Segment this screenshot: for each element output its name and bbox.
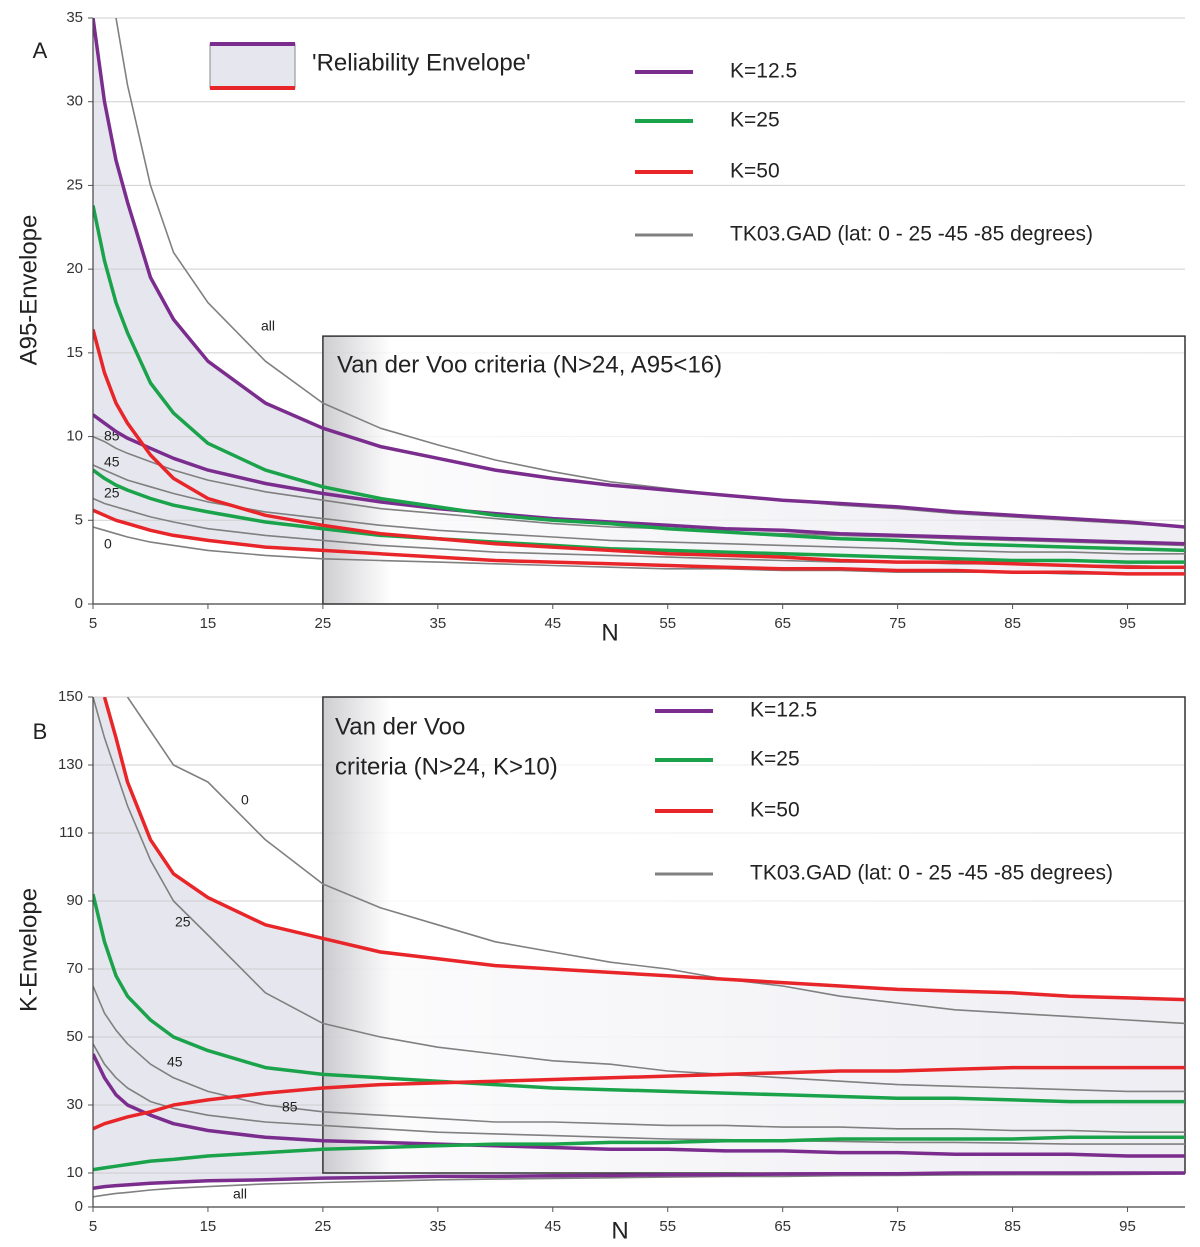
tk03-line: [126, 697, 1185, 1025]
legend-label: K=25: [750, 748, 800, 771]
legend-label: K=50: [750, 799, 800, 822]
tk03-line-label: 45: [104, 454, 120, 470]
tk03-line-label: 85: [282, 1099, 298, 1115]
y-tick-label: 130: [58, 756, 83, 773]
x-tick-label: 95: [1119, 615, 1136, 632]
x-tick-label: 95: [1119, 1218, 1136, 1235]
y-tick-label: 35: [66, 9, 83, 26]
y-tick-label: 10: [66, 428, 83, 445]
envelope-lower: [93, 1065, 1185, 1131]
envelope-upper: [93, 328, 1185, 569]
y-tick-label: 15: [66, 344, 83, 361]
tk03-line-label: 45: [167, 1054, 183, 1070]
y-tick-label: 50: [66, 1028, 83, 1045]
x-tick-label: 25: [315, 1218, 332, 1235]
y-tick-label: 0: [75, 595, 83, 612]
y-tick-label: 30: [66, 93, 83, 110]
envelope-upper: [93, 893, 1185, 1104]
x-tick-label: 85: [1004, 1218, 1021, 1235]
x-tick-label: 85: [1004, 615, 1021, 632]
envelope-upper: [93, 205, 1185, 553]
x-tick-label: 55: [659, 615, 676, 632]
tk03-line: [93, 697, 1185, 1093]
tk03-line-label: 0: [104, 536, 112, 552]
x-tick-label: 15: [200, 615, 217, 632]
tk03-line-label: all: [233, 1186, 247, 1202]
legend-label: TK03.GAD (lat: 0 - 25 -45 -85 degrees): [750, 862, 1113, 885]
legend-label: K=25: [730, 109, 780, 132]
x-tick-label: 15: [200, 1218, 217, 1235]
x-tick-label: 45: [544, 1218, 561, 1235]
criteria-label: Van der Voo: [335, 713, 465, 740]
y-tick-label: 70: [66, 960, 83, 977]
envelope-upper: [102, 697, 1185, 1002]
x-tick-label: 65: [774, 1218, 791, 1235]
x-axis-label: N: [611, 1217, 628, 1244]
legend-label: K=50: [730, 160, 780, 183]
y-tick-label: 10: [66, 1164, 83, 1181]
y-tick-label: 5: [75, 511, 83, 528]
y-axis-label: K-Envelope: [15, 888, 42, 1012]
x-tick-label: 5: [89, 615, 97, 632]
y-axis-label: A95-Envelope: [15, 215, 42, 366]
x-tick-label: 75: [889, 1218, 906, 1235]
tk03-line: [93, 1043, 1185, 1145]
criteria-label: criteria (N>24, K>10): [335, 753, 558, 780]
legend-label: K=12.5: [750, 699, 817, 722]
tk03-line-label: all: [261, 318, 275, 334]
tk03-line: [93, 1173, 1185, 1198]
y-tick-label: 25: [66, 176, 83, 193]
y-tick-label: 0: [75, 1198, 83, 1215]
reliability-envelope: [93, 18, 1185, 574]
y-tick-label: 90: [66, 892, 83, 909]
criteria-label: Van der Voo criteria (N>24, A95<16): [337, 351, 722, 378]
envelope-lower: [93, 1135, 1185, 1172]
legend-label: TK03.GAD (lat: 0 - 25 -45 -85 degrees): [730, 223, 1093, 246]
envelope-legend-label: 'Reliability Envelope': [312, 49, 531, 76]
x-tick-label: 55: [659, 1218, 676, 1235]
tk03-line: [93, 985, 1185, 1133]
envelope-lower: [93, 1171, 1185, 1191]
panel-letter: B: [33, 719, 48, 744]
envelope-legend-box: [209, 43, 296, 89]
x-tick-label: 5: [89, 1218, 97, 1235]
y-tick-label: 150: [58, 688, 83, 705]
x-tick-label: 35: [429, 1218, 446, 1235]
x-tick-label: 65: [774, 615, 791, 632]
legend-label: K=12.5: [730, 60, 797, 83]
envelope-upper: [93, 18, 1185, 529]
y-tick-label: 20: [66, 260, 83, 277]
envelope-lower: [93, 508, 1185, 576]
y-tick-label: 110: [59, 824, 83, 841]
tk03-line-label: 0: [241, 792, 249, 808]
tk03-line-label: 25: [175, 914, 191, 930]
x-axis-label: N: [601, 619, 618, 646]
x-tick-label: 75: [889, 615, 906, 632]
panel-letter: A: [33, 38, 48, 63]
tk03-line-label: 25: [104, 485, 120, 501]
x-tick-label: 45: [544, 615, 561, 632]
x-tick-label: 25: [315, 615, 332, 632]
y-tick-label: 30: [66, 1096, 83, 1113]
x-tick-label: 35: [429, 615, 446, 632]
tk03-line: [93, 464, 1185, 555]
